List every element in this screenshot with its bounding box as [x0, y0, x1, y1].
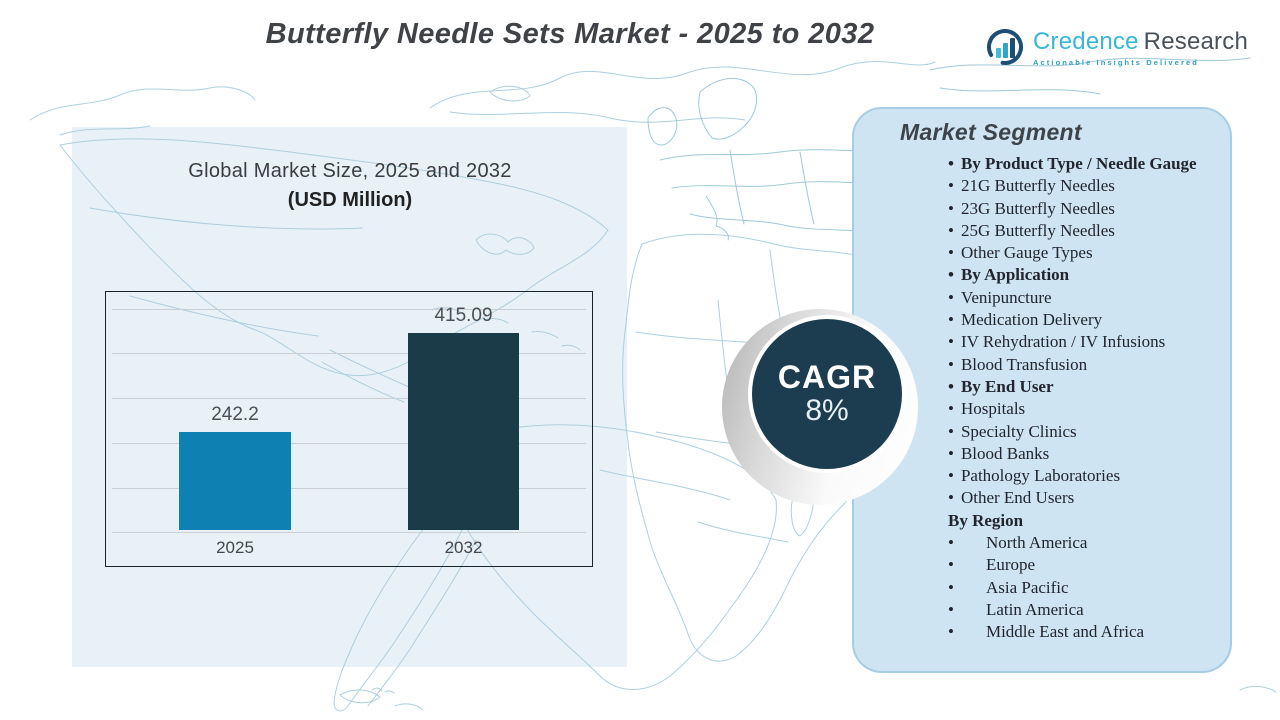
segment-list-item: • Blood Transfusion	[948, 354, 1208, 376]
gridline	[112, 443, 586, 444]
cagr-value: 8%	[805, 394, 849, 428]
segment-item-label: Asia Pacific	[985, 577, 1069, 597]
bullet-glyph: •	[948, 533, 954, 553]
segment-item-label: Specialty Clinics	[960, 421, 1077, 441]
segment-list-item: • Specialty Clinics	[948, 421, 1208, 443]
segment-list-item: • IV Rehydration / IV Infusions	[948, 331, 1208, 353]
segment-list-item: • Middle East and Africa	[948, 621, 1208, 643]
bar-value-2025: 242.2	[211, 404, 259, 425]
segment-list-item: • North America	[948, 532, 1208, 554]
segment-list-item: • Asia Pacific	[948, 577, 1208, 599]
bullet-glyph: •	[948, 555, 954, 575]
segment-item-label: Other Gauge Types	[960, 243, 1093, 263]
brand-name-secondary: Research	[1143, 27, 1248, 55]
segment-item-label: By Application	[960, 265, 1070, 285]
bar-chart: 242.2 415.09 2025 2032	[105, 291, 593, 567]
segment-item-label: 21G Butterfly Needles	[960, 176, 1115, 196]
segment-item-label: Pathology Laboratories	[960, 466, 1121, 486]
segment-list-item: • 25G Butterfly Needles	[948, 220, 1208, 242]
bar-2032	[408, 333, 519, 530]
bar-2025	[179, 432, 291, 530]
brand-tagline: Actionable Insights Delivered	[1033, 57, 1199, 67]
bullet-glyph: •	[948, 154, 954, 173]
logo-chart-icon	[987, 29, 1024, 65]
bullet-glyph: •	[948, 376, 954, 396]
segment-item-label: By Region	[948, 510, 1024, 530]
brand-name-primary: Credence	[1033, 27, 1139, 55]
segment-item-label: Blood Transfusion	[960, 354, 1088, 374]
bullet-glyph: •	[948, 265, 954, 285]
segment-list-item: By Region	[948, 510, 1208, 532]
segment-list-item: • Blood Banks	[948, 443, 1208, 465]
gridline	[112, 488, 586, 489]
segment-item-label: Medication Delivery	[960, 310, 1103, 330]
bullet-glyph: •	[948, 243, 954, 263]
bullet-glyph: •	[948, 466, 954, 486]
segment-item-label: Blood Banks	[960, 443, 1050, 463]
segment-item-label: Other End Users	[960, 488, 1075, 508]
segment-panel-title: Market Segment	[900, 119, 1082, 145]
segment-list-item: • By Product Type / Needle Gauge	[948, 153, 1208, 175]
segment-item-label: 25G Butterfly Needles	[960, 220, 1115, 240]
segment-item-label: Europe	[985, 555, 1036, 575]
segment-list-item: • Medication Delivery	[948, 309, 1208, 331]
bullet-glyph: •	[948, 443, 954, 463]
bullet-glyph: •	[948, 198, 954, 218]
x-label-2025: 2025	[216, 538, 254, 557]
bullet-glyph: •	[948, 421, 954, 441]
bullet-glyph: •	[948, 622, 954, 642]
segment-list-item: • Venipuncture	[948, 287, 1208, 309]
bullet-glyph: •	[948, 287, 954, 307]
segment-item-label: Middle East and Africa	[985, 622, 1145, 642]
bullet-glyph: •	[948, 599, 954, 619]
segment-list-item: • By End User	[948, 376, 1208, 398]
segment-item-label: Hospitals	[960, 399, 1026, 419]
segment-list: • By Product Type / Needle Gauge • 21G But…	[948, 153, 1208, 644]
cagr-label: CAGR	[777, 358, 877, 395]
bullet-glyph: •	[948, 399, 954, 419]
bullet-glyph: •	[948, 332, 954, 352]
chart-title: Global Market Size, 2025 and 2032	[188, 160, 512, 182]
bullet-glyph: •	[948, 354, 954, 374]
bar-value-2032: 415.09	[434, 305, 493, 326]
cagr-badge: CAGR 8%	[748, 315, 906, 473]
segment-item-label: By End User	[960, 376, 1054, 396]
bullet-glyph: •	[948, 220, 954, 240]
x-label-2032: 2032	[444, 538, 483, 557]
segment-list-item: • Hospitals	[948, 398, 1208, 420]
gridline	[112, 532, 586, 533]
segment-list-item: • Other Gauge Types	[948, 242, 1208, 264]
segment-list-item: • Other End Users	[948, 487, 1208, 509]
segment-list-item: • 23G Butterfly Needles	[948, 198, 1208, 220]
segment-list-item: • Latin America	[948, 599, 1208, 621]
bullet-glyph: •	[948, 577, 954, 597]
segment-item-label: Venipuncture	[960, 287, 1052, 307]
bullet-glyph: •	[948, 176, 954, 196]
page-title: Butterfly Needle Sets Market - 2025 to 2…	[265, 18, 875, 50]
segment-list-item: • Pathology Laboratories	[948, 465, 1208, 487]
segment-list-item: • 21G Butterfly Needles	[948, 175, 1208, 197]
segment-item-label: IV Rehydration / IV Infusions	[960, 332, 1166, 352]
logo-text: Credence Research Actionable Insights Del…	[1033, 28, 1248, 67]
segment-item-label: By Product Type / Needle Gauge	[960, 154, 1197, 173]
segment-item-label: 23G Butterfly Needles	[960, 198, 1115, 218]
bullet-glyph: •	[948, 310, 954, 330]
brand-name: Credence Research	[1033, 28, 1248, 56]
segment-item-label: North America	[985, 533, 1088, 553]
chart-heading: Global Market Size, 2025 and 2032 (USD M…	[100, 160, 600, 212]
chart-subtitle: (USD Million)	[287, 189, 413, 211]
brand-logo: Credence Research Actionable Insights Del…	[985, 27, 1248, 67]
segment-list-item: • Europe	[948, 554, 1208, 576]
segment-item-label: Latin America	[985, 599, 1084, 619]
segment-list-item: • By Application	[948, 264, 1208, 286]
bullet-glyph: •	[948, 488, 954, 508]
